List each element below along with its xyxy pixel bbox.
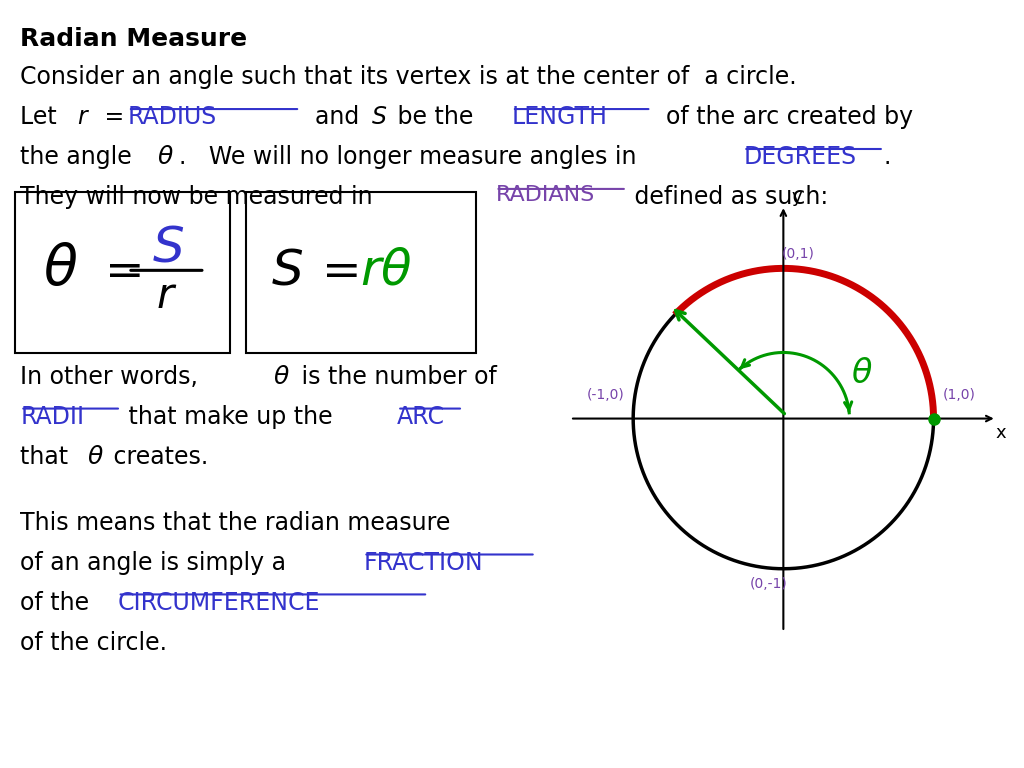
Text: $S$: $S$: [271, 247, 303, 294]
Text: RADII: RADII: [20, 405, 85, 429]
Text: $\theta$: $\theta$: [43, 243, 78, 297]
Text: LENGTH: LENGTH: [512, 105, 608, 129]
Text: $\theta$: $\theta$: [273, 365, 290, 389]
Text: DEGREES: DEGREES: [743, 145, 856, 169]
Text: This means that the radian measure: This means that the radian measure: [20, 511, 451, 535]
Text: $r$: $r$: [156, 275, 177, 316]
Text: Let: Let: [20, 105, 65, 129]
Text: FRACTION: FRACTION: [364, 551, 483, 574]
Text: $r\theta$: $r\theta$: [360, 247, 413, 294]
Text: $=$: $=$: [312, 248, 358, 293]
Text: (-1,0): (-1,0): [587, 388, 625, 402]
FancyBboxPatch shape: [15, 192, 230, 353]
FancyBboxPatch shape: [246, 192, 476, 353]
Text: that: that: [20, 445, 76, 468]
Text: of the: of the: [20, 591, 104, 614]
Text: In other words,: In other words,: [20, 365, 206, 389]
Text: =: =: [97, 105, 132, 129]
Text: $=$: $=$: [95, 248, 141, 293]
Text: S: S: [372, 105, 387, 129]
Text: .: .: [884, 145, 891, 169]
Text: $\theta$: $\theta$: [851, 357, 872, 390]
Text: Consider an angle such that its vertex is at the center of  a circle.: Consider an angle such that its vertex i…: [20, 65, 797, 89]
Text: $\theta$: $\theta$: [87, 445, 103, 468]
Text: that make up the: that make up the: [121, 405, 340, 429]
Text: of the circle.: of the circle.: [20, 631, 168, 654]
Text: ARC: ARC: [397, 405, 445, 429]
Text: be the: be the: [390, 105, 488, 129]
Text: (0,-1): (0,-1): [750, 578, 787, 591]
Text: CIRCUMFERENCE: CIRCUMFERENCE: [118, 591, 321, 614]
Text: (0,1): (0,1): [782, 247, 815, 261]
Text: r: r: [77, 105, 87, 129]
Text: They will now be measured in: They will now be measured in: [20, 185, 381, 209]
Text: y: y: [792, 188, 802, 207]
Text: defined as such:: defined as such:: [627, 185, 828, 209]
Text: RADIANS: RADIANS: [496, 185, 595, 205]
Text: .   We will no longer measure angles in: . We will no longer measure angles in: [179, 145, 644, 169]
Text: $\theta$: $\theta$: [157, 145, 173, 169]
Text: of the arc created by: of the arc created by: [651, 105, 913, 129]
Text: the angle: the angle: [20, 145, 139, 169]
Text: of an angle is simply a: of an angle is simply a: [20, 551, 294, 574]
Text: (1,0): (1,0): [942, 388, 976, 402]
Text: Radian Measure: Radian Measure: [20, 27, 248, 51]
Text: x: x: [995, 424, 1007, 442]
Text: is the number of: is the number of: [294, 365, 497, 389]
Text: RADIUS: RADIUS: [128, 105, 217, 129]
Text: creates.: creates.: [106, 445, 209, 468]
Text: $S$: $S$: [152, 223, 183, 271]
Text: and: and: [300, 105, 367, 129]
